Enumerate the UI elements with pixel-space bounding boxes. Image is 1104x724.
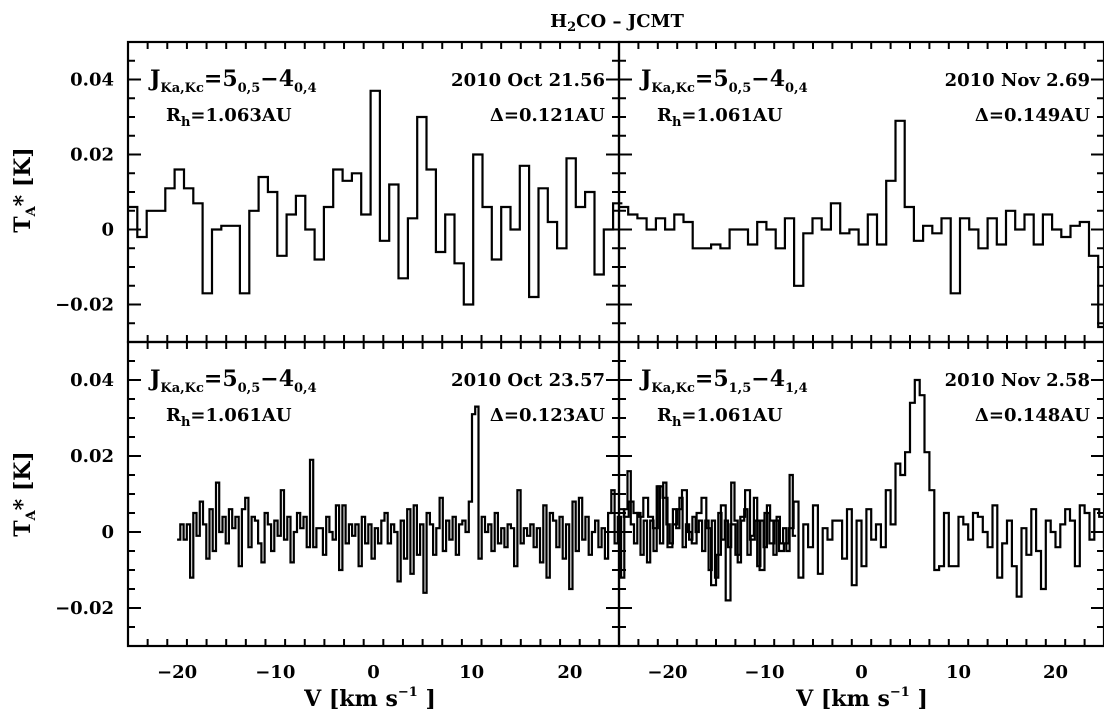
- spectrum-trace: [619, 119, 1104, 329]
- transition-lower-sub: 0,4: [294, 81, 317, 96]
- rh-value: =1.061AU: [681, 105, 782, 126]
- transition-j-sub: Ka,Kc: [651, 381, 695, 396]
- figure-title: H2CO – JCMT: [550, 11, 684, 35]
- rh-sub: h: [181, 415, 191, 430]
- xlabel-post: ]: [910, 686, 928, 712]
- spectrum-trace: [177, 405, 797, 594]
- rh-sub: h: [672, 115, 682, 130]
- y-tick-label: −0.02: [55, 295, 114, 316]
- transition-upper-sub: 0,5: [238, 381, 261, 396]
- spectrum-trace: [128, 89, 623, 306]
- x-tick-label: 20: [1043, 662, 1068, 683]
- ylabel-rest: * [K]: [10, 451, 36, 510]
- x-tick-label: −10: [744, 662, 784, 683]
- heliocentric-distance: Rh=1.061AU: [657, 105, 783, 130]
- transition-upper: =5: [695, 66, 729, 92]
- panel-top-left: −0.02 0 0.02 0.04 JKa,Kc=50,5−40,4 2010 Oct 2…: [55, 40, 623, 344]
- heliocentric-distance: Rh=1.061AU: [166, 405, 292, 430]
- y-tick-label: 0.02: [70, 446, 114, 467]
- x-tick-label: 10: [459, 662, 484, 683]
- transition-upper-sub: 1,5: [729, 381, 752, 396]
- rh-sub: h: [672, 415, 682, 430]
- rh-main: R: [166, 105, 182, 126]
- transition-label: JKa,Kc=50,5−40,4: [148, 366, 317, 396]
- x-tick-label: 20: [557, 662, 582, 683]
- x-axis-label-left: V [km s−1 ]: [303, 685, 436, 712]
- rh-value: =1.061AU: [190, 405, 291, 426]
- x-tick-label: −20: [647, 662, 687, 683]
- rh-main: R: [166, 405, 182, 426]
- x-axis-label-right: V [km s−1 ]: [795, 685, 928, 712]
- xlabel-pre: V [km s: [795, 686, 890, 712]
- xlabel-pre: V [km s: [303, 686, 398, 712]
- heliocentric-distance: Rh=1.061AU: [657, 405, 783, 430]
- y-tick-label: 0: [101, 522, 114, 543]
- rh-value: =1.063AU: [190, 105, 291, 126]
- transition-lower-sub: 0,4: [294, 381, 317, 396]
- transition-lower: −4: [260, 66, 294, 92]
- title-main: H: [550, 11, 567, 32]
- panel-top-right: JKa,Kc=50,5−40,4 2010 Nov 2.69 Rh=1.061AU Δ…: [617, 40, 1104, 344]
- transition-j: J: [148, 66, 160, 92]
- transition-upper: =5: [204, 366, 238, 392]
- transition-j: J: [639, 66, 651, 92]
- x-tick-label: 0: [367, 662, 380, 683]
- transition-lower: −4: [260, 366, 294, 392]
- xlabel-sup: −1: [890, 685, 910, 700]
- ylabel-sub: A: [24, 205, 39, 217]
- title-rest: CO – JCMT: [576, 11, 684, 32]
- observation-date: 2010 Nov 2.69: [945, 70, 1090, 91]
- observation-date: 2010 Oct 21.56: [451, 70, 605, 91]
- geocentric-distance: Δ=0.121AU: [490, 105, 605, 126]
- y-tick-label: 0.04: [70, 370, 114, 391]
- xlabel-sup: −1: [398, 685, 418, 700]
- y-axis-label-top: TA* [K]: [10, 147, 39, 233]
- transition-label: JKa,Kc=50,5−40,4: [639, 66, 808, 96]
- y-tick-label: −0.02: [55, 598, 114, 619]
- observation-date: 2010 Nov 2.58: [945, 370, 1090, 391]
- transition-lower-sub: 1,4: [785, 381, 808, 396]
- x-tick-label: 10: [946, 662, 971, 683]
- panel-bottom-right: −20 −10 0 10 20 JKa,Kc=51,5−41,4 2010 Nov 2.58…: [617, 340, 1104, 683]
- rh-sub: h: [181, 115, 191, 130]
- transition-j: J: [639, 366, 651, 392]
- transition-lower: −4: [751, 66, 785, 92]
- transition-label: JKa,Kc=51,5−41,4: [639, 366, 808, 396]
- transition-j-sub: Ka,Kc: [160, 81, 204, 96]
- transition-lower: −4: [751, 366, 785, 392]
- transition-upper-sub: 0,5: [729, 81, 752, 96]
- x-tick-label: −10: [255, 662, 295, 683]
- transition-upper: =5: [695, 366, 729, 392]
- y-tick-label: 0.02: [70, 145, 114, 166]
- transition-upper: =5: [204, 66, 238, 92]
- title-sub: 2: [567, 20, 576, 35]
- geocentric-distance: Δ=0.123AU: [490, 405, 605, 426]
- transition-lower-sub: 0,4: [785, 81, 808, 96]
- xlabel-post: ]: [418, 686, 436, 712]
- transition-upper-sub: 0,5: [238, 81, 261, 96]
- spectrum-trace: [619, 378, 1104, 602]
- ylabel-rest: * [K]: [10, 147, 36, 206]
- y-tick-label: 0: [101, 220, 114, 241]
- transition-j-sub: Ka,Kc: [651, 81, 695, 96]
- y-tick-label: 0.04: [70, 70, 114, 91]
- rh-value: =1.061AU: [681, 405, 782, 426]
- transition-label: JKa,Kc=50,5−40,4: [148, 66, 317, 96]
- geocentric-distance: Δ=0.149AU: [975, 105, 1090, 126]
- transition-j-sub: Ka,Kc: [160, 381, 204, 396]
- x-tick-label: −20: [157, 662, 197, 683]
- geocentric-distance: Δ=0.148AU: [975, 405, 1090, 426]
- heliocentric-distance: Rh=1.063AU: [166, 105, 292, 130]
- ylabel-sub: A: [24, 509, 39, 521]
- y-axis-label-bottom: TA* [K]: [10, 451, 39, 537]
- ylabel-main: T: [10, 216, 36, 233]
- rh-main: R: [657, 405, 673, 426]
- ylabel-main: T: [10, 520, 36, 537]
- rh-main: R: [657, 105, 673, 126]
- observation-date: 2010 Oct 23.57: [451, 370, 605, 391]
- transition-j: J: [148, 366, 160, 392]
- x-tick-label: 0: [855, 662, 868, 683]
